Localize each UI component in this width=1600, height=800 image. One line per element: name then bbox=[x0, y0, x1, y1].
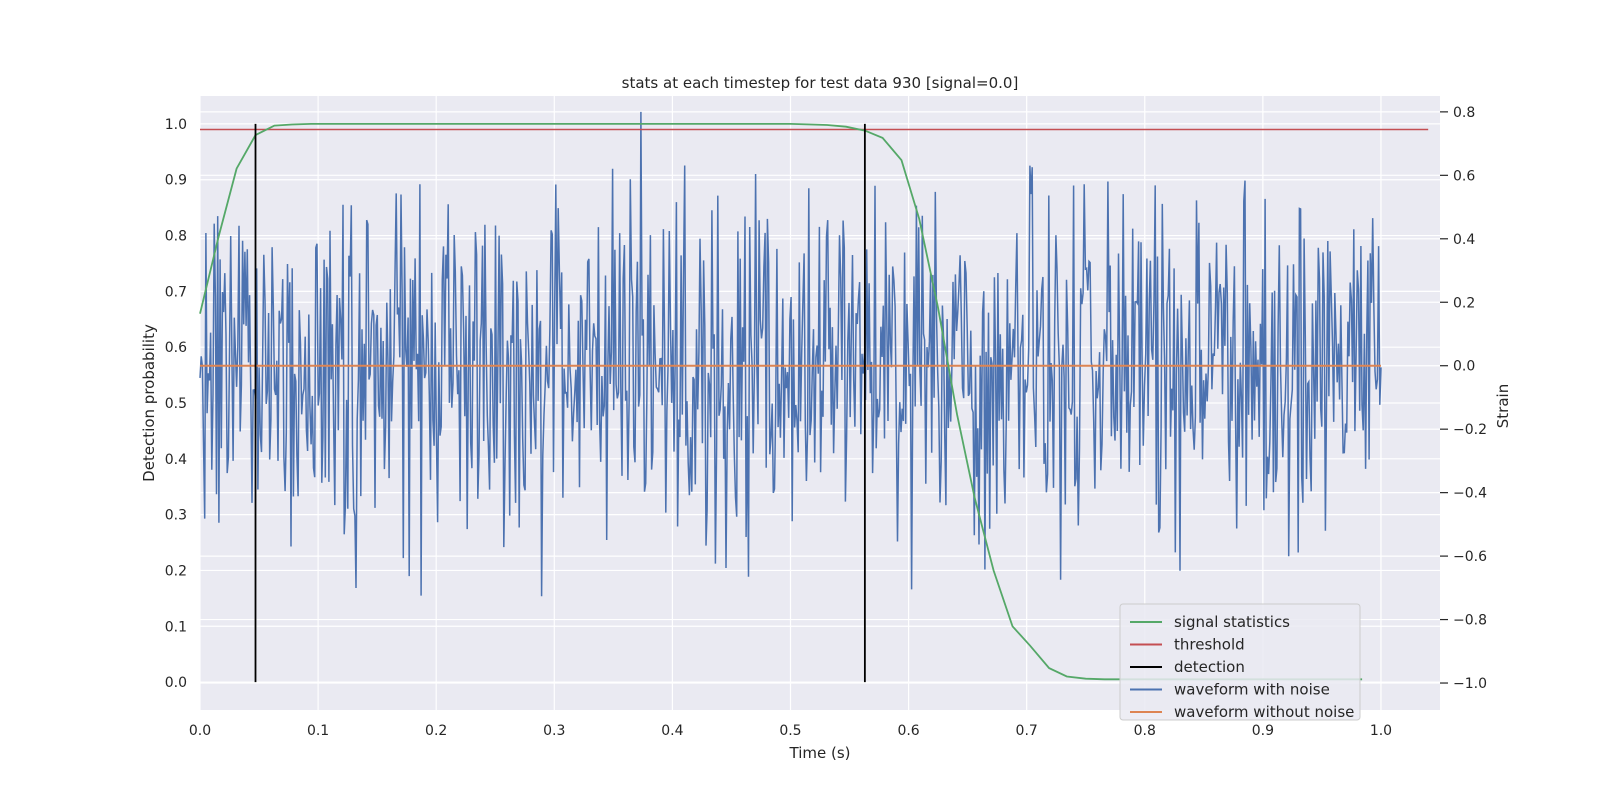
y-right-tick-label: 0.2 bbox=[1453, 295, 1475, 311]
y-left-tick-label: 0.4 bbox=[165, 452, 187, 468]
y-right-tick-label: −0.4 bbox=[1453, 486, 1487, 502]
legend-label: detection bbox=[1174, 658, 1245, 676]
y-right-tick-label: −0.6 bbox=[1453, 549, 1487, 565]
y-left-tick-label: 0.8 bbox=[165, 229, 187, 245]
x-tick-label: 0.6 bbox=[897, 723, 919, 739]
y-right-tick-label: −0.2 bbox=[1453, 422, 1487, 438]
y-left-tick-label: 0.6 bbox=[165, 340, 187, 356]
legend-frame bbox=[1119, 603, 1361, 721]
y-right-tick-label: 0.8 bbox=[1453, 105, 1475, 121]
x-axis-ticks: 0.0 0.1 0.2 0.3 0.4 0.5 0.6 0.7 0.8 0.9 1.0 bbox=[189, 723, 1392, 739]
y-left-tick-label: 1.0 bbox=[165, 117, 187, 133]
x-tick-label: 0.4 bbox=[661, 723, 683, 739]
x-tick-label: 0.3 bbox=[543, 723, 565, 739]
y-right-tick-label: 0.6 bbox=[1453, 168, 1475, 184]
y-left-tick-label: 0.0 bbox=[165, 675, 187, 691]
y-left-tick-label: 0.7 bbox=[165, 284, 187, 300]
x-tick-label: 0.9 bbox=[1252, 723, 1274, 739]
x-tick-label: 0.0 bbox=[189, 723, 211, 739]
legend-label: signal statistics bbox=[1174, 613, 1290, 631]
y-axis-left-label: Detection probability bbox=[140, 324, 158, 482]
y-right-tick-label: 0.4 bbox=[1453, 232, 1475, 248]
x-tick-label: 0.5 bbox=[779, 723, 801, 739]
y-left-tick-label: 0.1 bbox=[165, 619, 187, 635]
legend-label: waveform without noise bbox=[1174, 703, 1354, 721]
series-signal-statistics bbox=[199, 123, 1363, 681]
series-layer bbox=[199, 111, 1429, 683]
chart-title: stats at each timestep for test data 930… bbox=[622, 74, 1019, 92]
right-axis-ticks: −1.0 −0.8 −0.6 −0.4 −0.2 0.0 0.2 0.4 0.6 0.8 bbox=[1440, 105, 1487, 692]
x-tick-label: 0.7 bbox=[1016, 723, 1038, 739]
legend-label: waveform with noise bbox=[1174, 681, 1330, 699]
x-tick-label: 0.1 bbox=[307, 723, 329, 739]
y-axis-right-label: Strain bbox=[1494, 384, 1512, 428]
x-axis-label: Time (s) bbox=[789, 744, 851, 762]
x-tick-label: 0.8 bbox=[1134, 723, 1156, 739]
left-axis-ticks: 0.0 0.1 0.2 0.3 0.4 0.5 0.6 0.7 0.8 0.9 1.0 bbox=[165, 117, 187, 691]
y-left-tick-label: 0.5 bbox=[165, 396, 187, 412]
y-left-tick-label: 0.2 bbox=[165, 563, 187, 579]
y-right-tick-label: −0.8 bbox=[1453, 613, 1487, 629]
x-tick-label: 1.0 bbox=[1370, 723, 1392, 739]
x-tick-label: 0.2 bbox=[425, 723, 447, 739]
y-right-tick-label: −1.0 bbox=[1453, 676, 1487, 692]
legend-label: threshold bbox=[1174, 636, 1245, 654]
legend: signal statistics threshold detection wavef… bbox=[1119, 603, 1361, 721]
series-waveform-with-noise bbox=[199, 111, 1382, 597]
y-left-tick-label: 0.3 bbox=[165, 508, 187, 524]
y-left-tick-label: 0.9 bbox=[165, 173, 187, 189]
y-right-tick-label: 0.0 bbox=[1453, 359, 1475, 375]
